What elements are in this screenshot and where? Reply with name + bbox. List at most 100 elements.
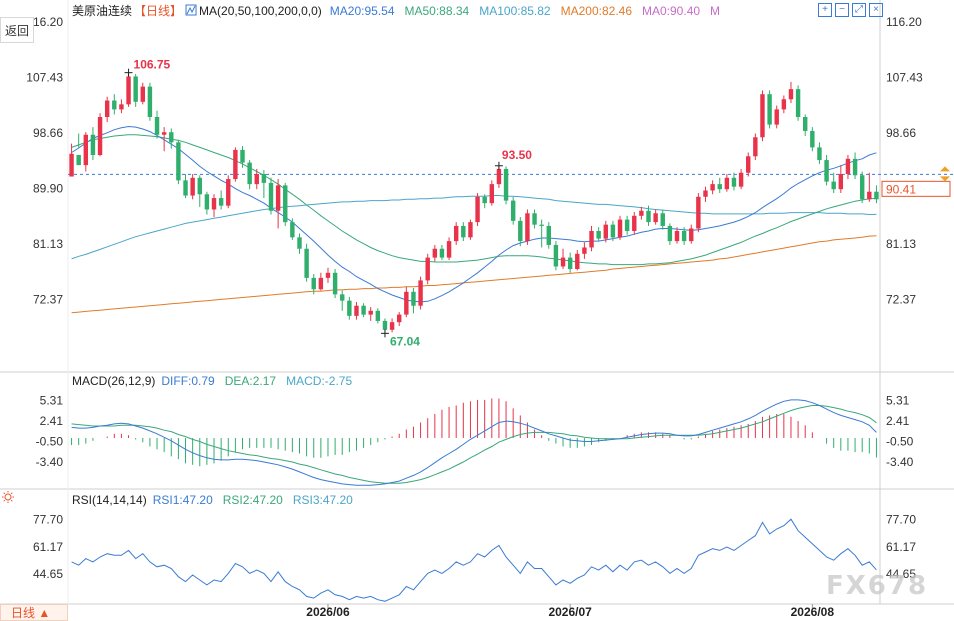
rsi-value-label: RSI2:47.20 [223, 493, 283, 507]
price-tick-label-left: 72.37 [33, 293, 63, 307]
candle-body [810, 130, 815, 148]
current-price-box [881, 180, 951, 197]
price-tick-label-left: 116.20 [27, 15, 63, 29]
candle-body [859, 175, 865, 200]
candle-body [453, 225, 459, 242]
candle-body [226, 179, 231, 206]
macd-dea-line [71, 405, 877, 484]
candle-body [275, 185, 281, 211]
candle-body [845, 158, 851, 174]
candle-body [803, 117, 808, 131]
candle-body [218, 198, 224, 206]
candle-body [83, 134, 89, 166]
price-tick-label-right: 81.13 [886, 237, 916, 251]
macd-tick-label-right: 5.31 [886, 394, 910, 408]
macd-value-label: DEA:2.17 [225, 374, 277, 388]
candle-body [852, 158, 858, 176]
zoom-in-icon[interactable]: + [818, 3, 832, 17]
ma-value-label: M [710, 4, 720, 18]
candle-body [254, 174, 259, 185]
price-tick-label-left: 81.13 [33, 237, 63, 251]
candle-body [318, 277, 324, 290]
candle-body [389, 322, 395, 330]
candle-body [411, 291, 416, 306]
back-button[interactable]: 返回 [0, 17, 34, 43]
candle-body [681, 231, 687, 242]
candle-body [575, 253, 580, 269]
price-marker-down [940, 176, 950, 182]
low-annotation: 67.04 [390, 334, 420, 348]
macd-tick-label-left: -0.50 [36, 435, 64, 449]
price-tick-label-right: 72.37 [886, 293, 916, 307]
candle-body [539, 224, 544, 226]
period-selector-button[interactable]: 日线 ▲ [0, 604, 68, 621]
candle-body [753, 137, 758, 157]
candle-body [119, 104, 124, 110]
candle-body [824, 160, 829, 182]
candle-body [112, 100, 117, 110]
candle-body [304, 248, 309, 278]
candle-body [375, 310, 381, 321]
candle-body [340, 294, 345, 301]
candle-body [632, 215, 637, 231]
candle-body [518, 220, 523, 242]
candle-body [204, 194, 210, 210]
candle-body [567, 257, 573, 269]
rsi-tick-label-left: 77.70 [33, 513, 63, 527]
candle-body [104, 100, 110, 117]
rsi-tick-label-left: 61.17 [33, 540, 63, 554]
macd-diff-line [71, 399, 877, 486]
high-annotation: 106.75 [134, 58, 171, 72]
candle-body [489, 184, 495, 204]
candle-body [703, 190, 708, 197]
candle-body [510, 200, 516, 221]
candle-body [154, 117, 160, 135]
ma-value-label: MA0:90.40 [642, 4, 700, 18]
candle-body [432, 248, 438, 258]
candle-body [283, 185, 288, 223]
candle-body [482, 196, 487, 204]
candle-body [446, 241, 452, 258]
candle-body [731, 177, 737, 187]
settings-icon [4, 493, 12, 501]
x-tick-label: 2026/07 [548, 605, 592, 619]
macd-tick-label-right: -3.40 [886, 455, 914, 469]
candle-body [311, 277, 316, 290]
ma50-line [71, 134, 877, 266]
close-icon[interactable]: × [869, 3, 883, 17]
instrument-title: 美原油连续 [72, 3, 132, 18]
candle-body [617, 219, 623, 238]
macd-tick-label-right: -0.50 [886, 435, 914, 449]
candle-body [774, 109, 779, 125]
candle-body [781, 99, 787, 110]
candle-body [439, 248, 445, 258]
x-tick-label: 2026/08 [791, 605, 835, 619]
candle-body [347, 300, 352, 316]
candle-body [261, 174, 267, 183]
candle-body [397, 314, 402, 323]
expand-icon[interactable]: ⤢ [852, 3, 866, 17]
candle-body [404, 291, 409, 315]
candle-body [461, 225, 466, 238]
ma20-line [71, 125, 877, 303]
candle-body [589, 231, 594, 248]
macd-tick-label-right: 2.41 [886, 414, 910, 428]
candle-body [268, 182, 274, 211]
rsi-value-label: RSI1:47.20 [153, 493, 213, 507]
rsi-tick-label-right: 77.70 [886, 513, 916, 527]
ma-params-label: MA(20,50,100,200,0,0) [199, 4, 322, 18]
candle-body [325, 272, 331, 278]
candle-body [140, 86, 145, 102]
zoom-out-icon[interactable]: − [835, 3, 849, 17]
candle-body [382, 320, 388, 330]
ma-value-label: MA200:82.46 [561, 4, 633, 18]
macd-header: MACD(26,12,9) [72, 374, 155, 388]
candle-body [169, 132, 174, 143]
candle-body [176, 142, 181, 181]
chart-toolbar: + − ⤢ × [818, 3, 883, 17]
settings-icon-ray [10, 492, 13, 495]
price-tick-label-left: 98.66 [33, 126, 63, 140]
candle-body [746, 156, 751, 173]
candle-body [710, 184, 715, 191]
candle-body [760, 94, 765, 138]
